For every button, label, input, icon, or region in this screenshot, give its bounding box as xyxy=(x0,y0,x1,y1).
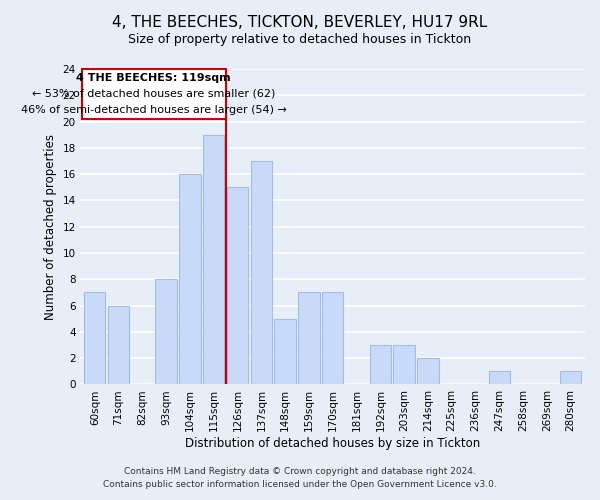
Bar xyxy=(84,292,106,384)
Bar xyxy=(488,372,510,384)
Text: 4 THE BEECHES: 119sqm: 4 THE BEECHES: 119sqm xyxy=(76,73,231,83)
Y-axis label: Number of detached properties: Number of detached properties xyxy=(44,134,57,320)
Bar xyxy=(394,345,415,385)
FancyBboxPatch shape xyxy=(82,69,226,119)
Text: Size of property relative to detached houses in Tickton: Size of property relative to detached ho… xyxy=(128,32,472,46)
Bar xyxy=(203,134,224,384)
Bar xyxy=(322,292,343,384)
Bar xyxy=(274,318,296,384)
X-axis label: Distribution of detached houses by size in Tickton: Distribution of detached houses by size … xyxy=(185,437,481,450)
Text: 46% of semi-detached houses are larger (54) →: 46% of semi-detached houses are larger (… xyxy=(21,104,287,115)
Bar xyxy=(417,358,439,384)
Text: ← 53% of detached houses are smaller (62): ← 53% of detached houses are smaller (62… xyxy=(32,89,275,99)
Text: Contains HM Land Registry data © Crown copyright and database right 2024.
Contai: Contains HM Land Registry data © Crown c… xyxy=(103,468,497,489)
Bar xyxy=(155,280,177,384)
Bar xyxy=(227,188,248,384)
Bar xyxy=(179,174,200,384)
Bar xyxy=(560,372,581,384)
Bar xyxy=(298,292,320,384)
Text: 4, THE BEECHES, TICKTON, BEVERLEY, HU17 9RL: 4, THE BEECHES, TICKTON, BEVERLEY, HU17 … xyxy=(112,15,488,30)
Bar xyxy=(251,161,272,384)
Bar xyxy=(108,306,129,384)
Bar xyxy=(370,345,391,385)
